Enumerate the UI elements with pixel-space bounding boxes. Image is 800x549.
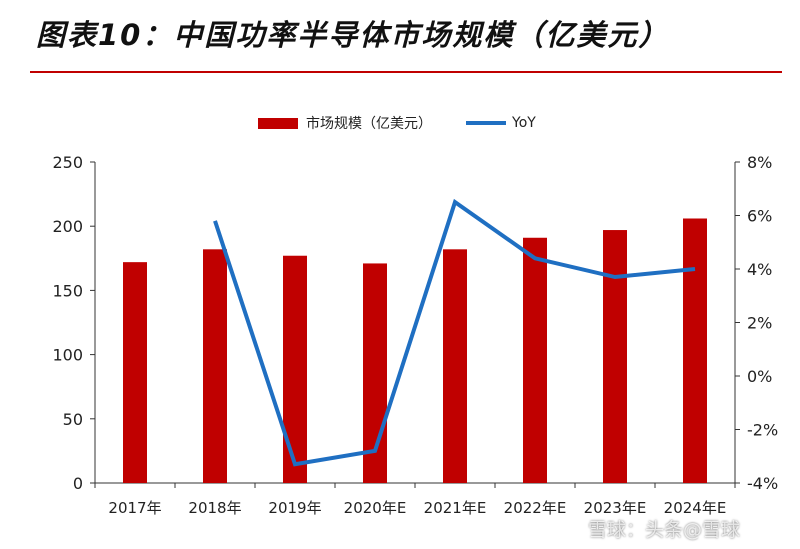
watermark: 雪球：头条@雪球 xyxy=(588,519,741,541)
y-right-tick-label: 8% xyxy=(747,153,772,172)
x-tick-label: 2023年E xyxy=(584,499,647,517)
y-left-tick-label: 50 xyxy=(63,410,83,429)
y-right-tick-label: 4% xyxy=(747,260,772,279)
y-right-tick-label: 0% xyxy=(747,367,772,386)
y-left-tick-label: 200 xyxy=(52,217,83,236)
chart-title: 图表10：中国功率半导体市场规模（亿美元） xyxy=(36,18,670,52)
y-right-tick-label: 2% xyxy=(747,314,772,333)
legend-line-swatch xyxy=(466,121,506,125)
x-tick-label: 2022年E xyxy=(504,499,567,517)
legend-bar-label: 市场规模（亿美元） xyxy=(306,116,432,132)
bar xyxy=(683,218,707,483)
y-right-tick-label: 6% xyxy=(747,207,772,226)
y-left-tick-label: 100 xyxy=(52,346,83,365)
x-tick-label: 2024年E xyxy=(664,499,727,517)
title-divider xyxy=(30,71,782,73)
x-tick-label: 2020年E xyxy=(344,499,407,517)
y-right-tick-label: -4% xyxy=(747,474,778,493)
bar xyxy=(523,237,547,483)
bar xyxy=(203,249,227,483)
y-left-tick-label: 0 xyxy=(73,474,83,493)
x-tick-label: 2017年 xyxy=(108,499,161,517)
legend-line-label: YoY xyxy=(512,115,536,131)
bar xyxy=(603,230,627,483)
bar xyxy=(443,249,467,483)
title-bar: 图表10：中国功率半导体市场规模（亿美元） xyxy=(0,0,800,73)
chart-legend: 市场规模（亿美元） YoY xyxy=(258,113,536,133)
x-tick-label: 2021年E xyxy=(424,499,487,517)
bar xyxy=(283,255,307,483)
y-left-tick-label: 150 xyxy=(52,281,83,300)
bar xyxy=(123,262,147,483)
legend-bar-swatch xyxy=(258,117,298,129)
y-left-tick-label: 250 xyxy=(52,153,83,172)
x-tick-label: 2019年 xyxy=(268,499,321,517)
y-right-tick-label: -2% xyxy=(747,421,778,440)
x-tick-label: 2018年 xyxy=(188,499,241,517)
